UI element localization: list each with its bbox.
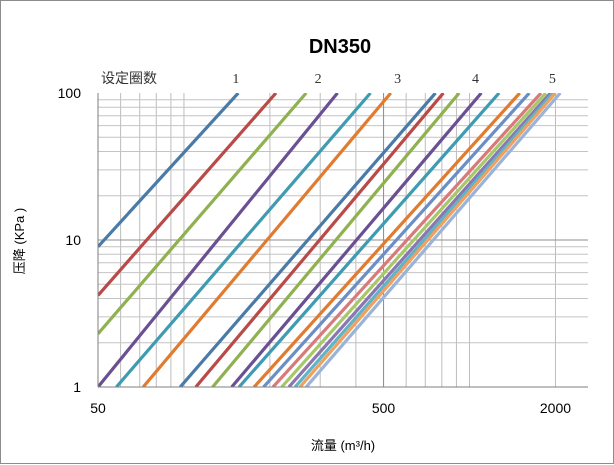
series-line <box>115 93 372 387</box>
series-line <box>98 93 308 335</box>
x-tick-label: 500 <box>372 400 396 416</box>
series-line <box>304 93 562 387</box>
series-line <box>98 93 240 248</box>
series-line <box>280 93 547 387</box>
turn-mark-label: 2 <box>315 72 322 87</box>
series-line <box>230 93 483 387</box>
y-axis-label: 压降 (KPa ) <box>12 208 27 274</box>
series-line <box>287 93 552 387</box>
x-tick-label: 2000 <box>540 400 571 416</box>
series-line <box>194 93 445 387</box>
series-line <box>262 93 531 387</box>
series-line <box>237 93 501 387</box>
y-tick-label: 100 <box>58 85 82 101</box>
series-line <box>178 93 437 387</box>
turn-mark-label: 1 <box>232 72 239 87</box>
turn-marks: 1 2 3 4 5 <box>232 72 555 87</box>
x-tick-labels: 50 500 2000 <box>90 400 571 416</box>
series-line <box>98 93 278 297</box>
series-line <box>211 93 461 387</box>
turns-label: 设定圈数 <box>101 71 157 87</box>
chart-title: DN350 <box>309 36 371 58</box>
x-tick-label: 50 <box>90 400 106 416</box>
y-tick-labels: 1 10 100 <box>58 85 82 395</box>
turn-mark-label: 3 <box>394 72 401 87</box>
y-tick-label: 10 <box>65 232 81 248</box>
series-line <box>141 93 393 387</box>
x-axis-label: 流量 (m³/h) <box>311 438 375 453</box>
series-line <box>98 93 339 387</box>
series-lines <box>98 93 562 387</box>
turn-mark-label: 4 <box>472 72 479 87</box>
series-line <box>298 93 557 387</box>
series-line <box>271 93 543 387</box>
plot-area-frame <box>97 93 588 388</box>
series-line <box>293 93 555 387</box>
y-tick-label: 1 <box>73 379 81 395</box>
turn-mark-label: 5 <box>549 72 556 87</box>
series-line <box>252 93 521 387</box>
